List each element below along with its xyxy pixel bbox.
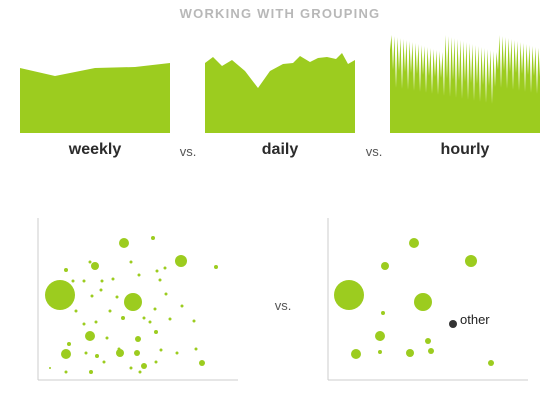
scatter-left-dot-33 [154,330,158,334]
scatter-left-dot-14 [111,277,115,281]
scatter-left-dot-10 [214,265,218,269]
other-point [449,320,457,328]
scatter-right-dot-10 [378,350,382,354]
scatter-left-points [45,236,218,374]
scatter-left-dot-16 [158,278,162,282]
scatter-left-dot-46 [102,360,106,364]
scatter-left-dot-12 [82,279,86,283]
scatter-right-dot-1 [414,293,432,311]
scatter-left-dot-45 [175,351,179,355]
scatter-right-dot-0 [334,280,364,310]
label-hourly: hourly [440,141,490,158]
scatter-left-dot-24 [74,309,78,313]
scatter-left-dot-7 [88,260,92,264]
figure-title: WORKING WITH GROUPING [179,6,381,21]
scatter-left-dot-30 [82,322,86,326]
scatter-left-dot-41 [84,351,88,355]
scatter-left-dot-20 [115,295,119,299]
scatter-right-dot-2 [409,238,419,248]
area-hourly [390,35,540,133]
scatter-left-dot-32 [135,336,141,342]
scatter-left-dot-5 [91,262,99,270]
scatter-right-dot-3 [465,255,477,267]
label-daily: daily [261,141,299,158]
scatter-left-dot-53 [138,370,142,374]
scatter-left-dot-26 [121,316,125,320]
scatter-left-dot-52 [49,367,51,369]
scatter-right-dot-7 [425,338,431,344]
scatter-left-dot-35 [105,336,109,340]
scatter-left-dot-15 [137,273,141,277]
scatter-left-dot-11 [71,279,75,283]
scatter-left-dot-43 [134,350,140,356]
label-weekly: weekly [68,141,122,158]
scatter-right-dot-12 [488,360,494,366]
scatter-left-dot-8 [129,260,133,264]
scatter-left-dot-27 [142,316,146,320]
area-daily [205,53,355,133]
area-weekly [20,63,170,133]
scatter-left-dot-19 [90,294,94,298]
vs-label-1: vs. [179,144,197,159]
scatter-right-dot-4 [381,262,389,270]
scatter-left-dot-1 [124,293,142,311]
scatter-left-axes [37,218,238,381]
scatter-right-dot-11 [428,348,434,354]
scatter-left-dot-13 [100,279,104,283]
other-label: other [460,312,490,327]
scatter-right-dot-9 [406,349,414,357]
vs-label-3: vs. [274,298,292,313]
scatter-left-dot-22 [180,304,184,308]
scatter-left-dot-3 [175,255,187,267]
scatter-left-dot-51 [64,370,68,374]
area-hourly-shape [390,35,540,133]
scatter-left-dot-17 [155,269,159,273]
scatter-left-dot-4 [151,236,155,240]
scatter-left-dot-37 [67,342,71,346]
scatter-left-dot-40 [116,349,124,357]
scatter-right-dot-6 [375,331,385,341]
scatter-left-dot-23 [153,307,157,311]
scatter-right-dot-5 [381,311,385,315]
scatter-left-dot-55 [194,347,198,351]
vs-label-2: vs. [365,144,383,159]
scatter-right-axes [327,218,528,381]
scatter-left-dot-39 [61,349,71,359]
scatter-left-dot-29 [94,320,98,324]
scatter-left-dot-49 [129,366,133,370]
scatter-left-dot-9 [163,266,167,270]
scatter-left-dot-48 [154,360,158,364]
scatter-left-dot-21 [164,292,168,296]
scatter-left-dot-47 [141,363,147,369]
scatter-left-dot-50 [89,370,93,374]
scatter-left-dot-34 [148,320,152,324]
scatter-left-dot-44 [159,348,163,352]
scatter-left-dot-31 [85,331,95,341]
scatter-left-dot-36 [192,319,196,323]
scatter-left-dot-6 [64,268,68,272]
scatter-left-dot-54 [199,360,205,366]
scatter-left-dot-28 [168,317,172,321]
scatter-left-dot-42 [95,354,99,358]
scatter-left-dot-18 [99,288,103,292]
scatter-right-points [334,238,494,366]
scatter-left-dot-25 [108,309,112,313]
scatter-left-dot-2 [119,238,129,248]
scatter-right-dot-8 [351,349,361,359]
scatter-left-dot-0 [45,280,75,310]
